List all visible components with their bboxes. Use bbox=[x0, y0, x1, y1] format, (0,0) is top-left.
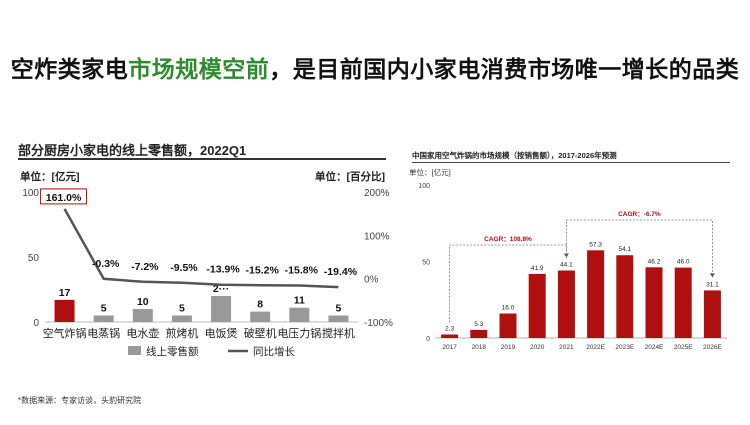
cagr-2021-2026-bracket bbox=[566, 219, 713, 278]
year-label: 2023E bbox=[615, 344, 634, 351]
year-label: 2018 bbox=[472, 344, 487, 351]
retail-bar-label: 5 bbox=[101, 303, 107, 315]
yoy-label: -9.5% bbox=[170, 262, 198, 274]
year-label: 2020 bbox=[530, 344, 545, 351]
year-label: 2024E bbox=[645, 344, 664, 351]
retail-bar-label: 5 bbox=[336, 303, 342, 315]
year-label: 2019 bbox=[501, 344, 516, 351]
market-bar-label: 46.2 bbox=[648, 258, 661, 265]
category-label: 电蒸锅 bbox=[87, 327, 120, 340]
y-tick: 0 bbox=[426, 336, 430, 343]
yoy-label: -13.9% bbox=[206, 264, 240, 276]
retail-bar-label: 5 bbox=[179, 303, 185, 315]
cagr-2017-2021-arrow-icon bbox=[563, 253, 569, 258]
headline-part3: ，是目前国内小家电消费市场唯一增长的品类 bbox=[269, 56, 740, 82]
retail-bar bbox=[171, 315, 192, 322]
left-chart: 单位：[亿元] 单位：[百分比] 0 50 100 -100% 0% 100% 200% 17 5 1… bbox=[20, 170, 393, 358]
retail-bar bbox=[328, 315, 349, 322]
cagr-2021-2026-arrow-icon bbox=[709, 273, 715, 278]
retail-bar-label: 11 bbox=[294, 295, 305, 307]
market-bar-label: 16.0 bbox=[502, 305, 515, 312]
right-y-tick: 200% bbox=[364, 188, 390, 199]
year-label: 2021 bbox=[559, 344, 574, 351]
source-note: *数据来源：专家访谈，头豹研究院 bbox=[18, 396, 142, 405]
retail-bar-label: 17 bbox=[59, 287, 71, 299]
cagr-2017-2021-label: CAGR：108.8% bbox=[484, 236, 532, 243]
market-bar bbox=[703, 290, 721, 338]
year-label: 2017 bbox=[442, 344, 457, 351]
market-bar bbox=[470, 329, 488, 338]
left-y-tick: 100 bbox=[22, 188, 39, 199]
market-bar bbox=[499, 313, 517, 338]
retail-bar bbox=[289, 307, 310, 322]
retail-bar bbox=[54, 299, 75, 322]
yoy-label-box bbox=[40, 188, 88, 205]
category-label: 搅拌机 bbox=[322, 326, 355, 340]
left-y-tick: 50 bbox=[28, 253, 40, 264]
yoy-label: -19.4% bbox=[324, 266, 358, 278]
right-y-tick: -100% bbox=[364, 318, 393, 329]
left-y-tick: 0 bbox=[33, 318, 39, 329]
headline-highlight: 市场规模空前 bbox=[128, 56, 270, 82]
retail-bar-label: 8 bbox=[257, 299, 263, 311]
market-bar-label: 5.3 bbox=[474, 321, 483, 328]
retail-bar bbox=[211, 296, 232, 322]
left-y-unit: 单位：[亿元] bbox=[20, 170, 80, 183]
market-bar bbox=[587, 250, 605, 338]
retail-bar bbox=[93, 315, 114, 322]
market-bar-label: 2.3 bbox=[445, 325, 454, 332]
market-bar bbox=[674, 267, 692, 338]
yoy-label: -7.2% bbox=[131, 261, 159, 273]
right-y-unit: 单位：[百分比] bbox=[315, 170, 385, 183]
yoy-growth-line bbox=[63, 208, 339, 289]
right-y-tick: 100% bbox=[364, 231, 390, 242]
category-label: 电压力锅 bbox=[277, 327, 321, 340]
yoy-label: -0.3% bbox=[92, 258, 120, 270]
right-y-tick: 0% bbox=[364, 275, 379, 286]
market-bar-label: 46.0 bbox=[677, 259, 690, 266]
y-tick: 100 bbox=[418, 183, 430, 190]
market-bar bbox=[557, 270, 575, 338]
category-label: 破壁机 bbox=[244, 326, 277, 340]
market-bar bbox=[616, 255, 634, 338]
left-chart-rule bbox=[18, 158, 386, 160]
yoy-label: 161.0% bbox=[46, 192, 82, 204]
market-bar bbox=[645, 267, 663, 338]
category-label: 电水壶 bbox=[126, 326, 159, 340]
market-bar bbox=[528, 273, 546, 338]
retail-bar bbox=[132, 309, 153, 322]
market-bar-label: 41.9 bbox=[531, 265, 544, 272]
yoy-label: -15.8% bbox=[285, 265, 319, 277]
legend-bar-label: 线上零售额 bbox=[146, 345, 199, 358]
category-label: 煎烤机 bbox=[165, 326, 198, 340]
year-label: 2022E bbox=[586, 344, 605, 351]
yoy-label: -15.2% bbox=[246, 264, 280, 276]
market-bar-label: 44.1 bbox=[560, 262, 573, 269]
y-unit: 单位：[亿元] bbox=[409, 167, 451, 177]
headline-part1: 空炸类家电 bbox=[10, 56, 129, 82]
retail-bar-label: 2··· bbox=[213, 283, 229, 295]
retail-bar bbox=[250, 311, 271, 322]
right-chart: 单位：[亿元] 0 50 100 2.3 2017 5.3 2018 16.0 2019 41.9 2… bbox=[409, 167, 727, 351]
market-bar-label: 54.1 bbox=[618, 246, 631, 253]
retail-bar-label: 10 bbox=[137, 296, 149, 308]
market-bar-label: 31.1 bbox=[706, 281, 719, 288]
category-label: 电饭煲 bbox=[205, 327, 238, 340]
right-chart-title: 中国家用空气炸锅的市场规模（按销售额），2017-2026年预测 bbox=[412, 151, 617, 160]
cagr-2021-2026-label: CAGR：-6.7% bbox=[618, 211, 661, 218]
year-label: 2025E bbox=[674, 344, 693, 351]
year-label: 2026E bbox=[703, 344, 722, 351]
legend-bar-swatch bbox=[128, 346, 141, 355]
headline: 空炸类家电市场规模空前，是目前国内小家电消费市场唯一增长的品类 bbox=[0, 50, 750, 84]
market-bar bbox=[441, 334, 459, 338]
legend-line-label: 同比增长 bbox=[253, 345, 295, 358]
market-bar-label: 57.3 bbox=[589, 241, 602, 248]
right-chart-rule bbox=[412, 162, 730, 163]
left-chart-title: 部分厨房小家电的线上零售额，2022Q1 bbox=[18, 143, 247, 158]
y-tick: 50 bbox=[422, 260, 430, 267]
category-label: 空气炸锅 bbox=[43, 326, 87, 340]
